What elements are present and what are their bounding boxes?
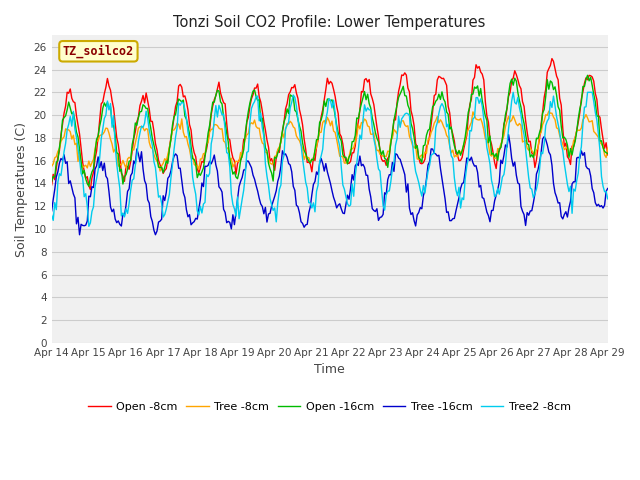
Tree -8cm [116, 161, 124, 167]
Tree -8cm [234, 158, 241, 164]
Tree -16cm [118, 223, 125, 229]
Open -16cm [292, 109, 300, 115]
Line: Tree -16cm: Tree -16cm [52, 135, 608, 235]
Tree2 -8cm [85, 224, 93, 229]
Tree -8cm [292, 133, 300, 139]
Open -8cm [86, 187, 94, 192]
Tree -16cm [48, 208, 56, 214]
Line: Open -16cm: Open -16cm [52, 75, 608, 186]
Tree -16cm [234, 197, 241, 203]
Tree2 -8cm [118, 213, 125, 219]
Open -16cm [215, 88, 223, 94]
Tree2 -8cm [48, 212, 56, 218]
Open -8cm [234, 161, 241, 167]
Open -16cm [575, 116, 582, 121]
Tree2 -8cm [604, 196, 612, 202]
Tree -8cm [156, 168, 164, 174]
Open -16cm [48, 179, 56, 184]
Tree2 -8cm [576, 152, 584, 158]
Line: Open -8cm: Open -8cm [52, 59, 608, 190]
Tree -16cm [292, 203, 300, 208]
Open -8cm [215, 79, 223, 85]
Tree -8cm [48, 164, 56, 169]
Tree -16cm [76, 232, 83, 238]
Open -16cm [234, 176, 241, 181]
Open -16cm [584, 72, 591, 78]
Open -16cm [85, 183, 93, 189]
Tree2 -8cm [234, 194, 241, 200]
Tree2 -8cm [509, 89, 517, 95]
Tree -16cm [505, 132, 513, 138]
Open -8cm [118, 170, 125, 176]
Text: TZ_soilco2: TZ_soilco2 [63, 45, 134, 58]
Open -8cm [243, 119, 251, 125]
Tree -8cm [243, 132, 251, 138]
Open -8cm [292, 90, 300, 96]
Tree -8cm [604, 145, 612, 151]
Open -8cm [548, 56, 556, 61]
Tree -16cm [576, 156, 584, 161]
Tree2 -8cm [243, 149, 251, 155]
Title: Tonzi Soil CO2 Profile: Lower Temperatures: Tonzi Soil CO2 Profile: Lower Temperatur… [173, 15, 486, 30]
Y-axis label: Soil Temperatures (C): Soil Temperatures (C) [15, 121, 28, 257]
Tree2 -8cm [215, 102, 223, 108]
Line: Tree -8cm: Tree -8cm [52, 111, 608, 171]
Line: Tree2 -8cm: Tree2 -8cm [52, 92, 608, 227]
Tree -8cm [215, 125, 223, 131]
Tree -8cm [545, 108, 553, 114]
Open -8cm [48, 182, 56, 188]
Tree -8cm [576, 128, 584, 133]
Tree2 -8cm [292, 103, 300, 109]
Open -16cm [118, 167, 125, 172]
Open -8cm [576, 110, 584, 116]
Tree -16cm [243, 158, 251, 164]
Open -8cm [604, 152, 612, 158]
Open -16cm [243, 119, 251, 124]
X-axis label: Time: Time [314, 363, 345, 376]
Legend: Open -8cm, Tree -8cm, Open -16cm, Tree -16cm, Tree2 -8cm: Open -8cm, Tree -8cm, Open -16cm, Tree -… [84, 398, 575, 417]
Tree -16cm [215, 184, 223, 190]
Tree -16cm [604, 186, 612, 192]
Open -16cm [604, 151, 612, 156]
